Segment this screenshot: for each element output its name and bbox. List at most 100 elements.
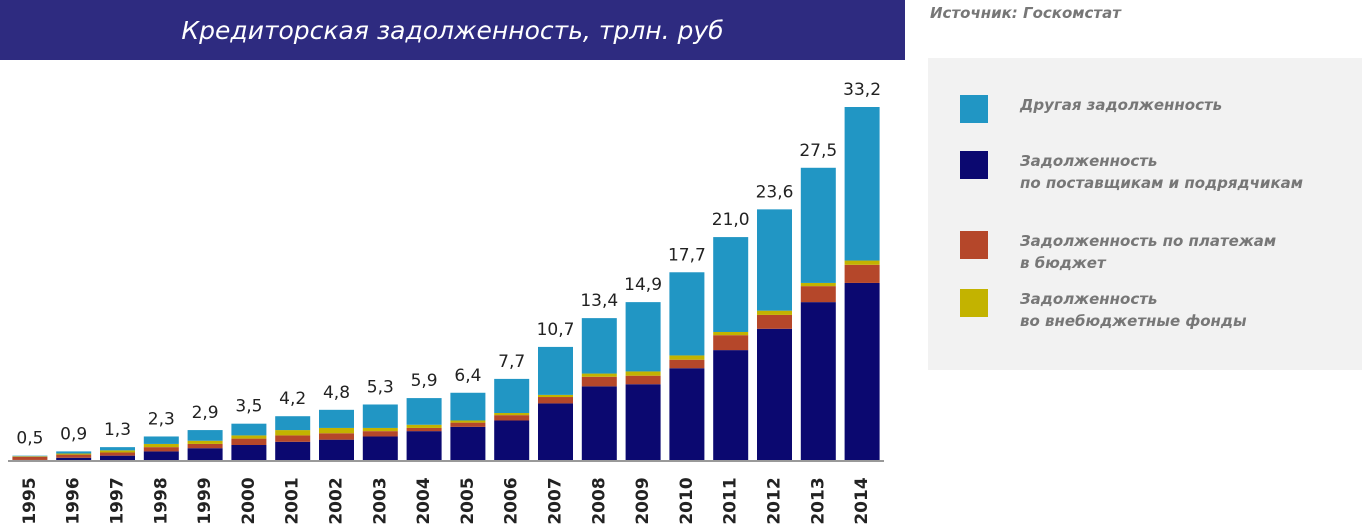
total-label: 14,9 xyxy=(624,275,662,295)
bar-segment xyxy=(450,392,486,421)
bar-segment xyxy=(100,455,135,461)
x-tick-label: 1998 xyxy=(151,477,171,524)
bar-segment xyxy=(800,167,836,283)
x-tick-label: 2003 xyxy=(370,477,390,524)
bar-segment xyxy=(538,397,573,404)
total-label: 6,4 xyxy=(454,366,481,386)
bar-segment xyxy=(625,384,661,461)
bar-segment xyxy=(143,451,179,461)
x-tick-label: 1996 xyxy=(64,477,84,524)
x-tick-label: 1995 xyxy=(20,477,40,524)
x-tick-label: 2010 xyxy=(677,477,697,524)
bar-segment xyxy=(406,427,442,432)
bar-segment xyxy=(187,440,223,444)
total-label: 10,7 xyxy=(537,320,575,340)
bar-segment xyxy=(406,398,442,425)
legend-label: Задолженность по поставщикам и подрядчик… xyxy=(1020,152,1304,192)
bar-segment xyxy=(275,435,311,442)
bar-segment xyxy=(231,445,267,461)
bar-segment xyxy=(231,438,267,446)
x-tick-label: 2009 xyxy=(633,477,653,524)
bar-segment xyxy=(757,310,792,315)
legend-item: Задолженность по платежам в бюджет xyxy=(960,230,1276,274)
legend-label: Другая задолженность xyxy=(1020,96,1223,114)
bar-segment xyxy=(406,431,442,461)
total-label: 23,6 xyxy=(756,182,794,202)
total-label: 17,7 xyxy=(668,245,706,265)
chart: 0,5 1995 0,9 1996 1,3 1997 2,3 1998 2,9 1999 3,5 20… xyxy=(8,80,884,525)
bar-segment xyxy=(844,260,880,265)
bar-segment xyxy=(231,423,267,436)
bar-segment xyxy=(319,409,354,428)
bar-segment xyxy=(143,436,179,444)
bar-segment xyxy=(713,331,749,336)
bar-segment xyxy=(581,376,617,387)
bar-segment xyxy=(406,424,442,428)
bar-segment xyxy=(56,454,92,458)
bar-segment xyxy=(56,457,92,461)
bar-segment xyxy=(275,430,311,436)
bar-segment xyxy=(800,282,836,287)
bar-segment xyxy=(56,453,92,455)
x-tick-label: 2012 xyxy=(765,477,785,524)
x-tick-label: 2011 xyxy=(721,477,741,524)
legend-swatch xyxy=(960,289,988,317)
total-label: 0,9 xyxy=(60,424,87,444)
bar-segment xyxy=(362,404,398,428)
x-tick-label: 1997 xyxy=(108,477,128,524)
bar-segment xyxy=(12,456,48,460)
x-tick-label: 2006 xyxy=(502,477,522,524)
total-label: 4,2 xyxy=(279,389,306,409)
bar-segment xyxy=(143,447,179,452)
total-label: 2,9 xyxy=(192,403,219,423)
x-tick-label: 2008 xyxy=(589,477,609,524)
total-label: 13,4 xyxy=(580,291,618,311)
bar-segment xyxy=(669,272,705,356)
legend: Другая задолженность Задолженность по пос… xyxy=(928,58,1362,370)
bar-segment xyxy=(362,431,398,437)
bar-segment xyxy=(538,403,573,461)
legend-swatch xyxy=(960,151,988,179)
bar-segment xyxy=(713,350,749,461)
bar-segment xyxy=(625,371,661,376)
total-label: 7,7 xyxy=(498,352,525,372)
bar-segment xyxy=(800,286,836,303)
bar-segment xyxy=(538,346,573,395)
bar-segment xyxy=(713,335,749,351)
bar-segment xyxy=(713,237,749,332)
bar-segment xyxy=(494,420,530,461)
bar-segment xyxy=(669,368,705,461)
bar-segment xyxy=(56,451,92,454)
total-label: 21,0 xyxy=(712,210,750,230)
total-label: 33,2 xyxy=(843,80,881,100)
bar-segment xyxy=(319,439,354,461)
bar-segment xyxy=(319,433,354,440)
chart-title: Кредиторская задолженность, трлн. руб xyxy=(0,0,905,60)
bar-segment xyxy=(669,355,705,360)
x-tick-label: 2004 xyxy=(414,477,434,524)
legend-label: Задолженность по платежам в бюджет xyxy=(1020,232,1277,272)
bar-segment xyxy=(581,386,617,461)
bar-segment xyxy=(187,430,223,441)
bar-segment xyxy=(450,426,486,461)
total-label: 1,3 xyxy=(104,420,131,440)
bar-segment xyxy=(669,359,705,369)
bar-segment xyxy=(757,209,792,311)
bar-segment xyxy=(581,318,617,374)
bar-segment xyxy=(275,441,311,461)
bar-segment xyxy=(844,107,880,261)
bar-segment xyxy=(538,394,573,398)
total-label: 3,5 xyxy=(235,397,262,417)
bar-segment xyxy=(319,427,354,434)
bar-segment xyxy=(362,427,398,432)
bar-segment xyxy=(494,415,530,421)
bar-segment xyxy=(494,413,530,416)
bar-segment xyxy=(757,328,792,461)
x-tick-label: 2013 xyxy=(808,477,828,524)
x-tick-label: 2014 xyxy=(852,477,872,524)
total-label: 27,5 xyxy=(799,141,837,161)
total-label: 5,9 xyxy=(411,371,438,391)
bar-segment xyxy=(494,378,530,414)
x-tick-label: 2007 xyxy=(546,477,566,524)
